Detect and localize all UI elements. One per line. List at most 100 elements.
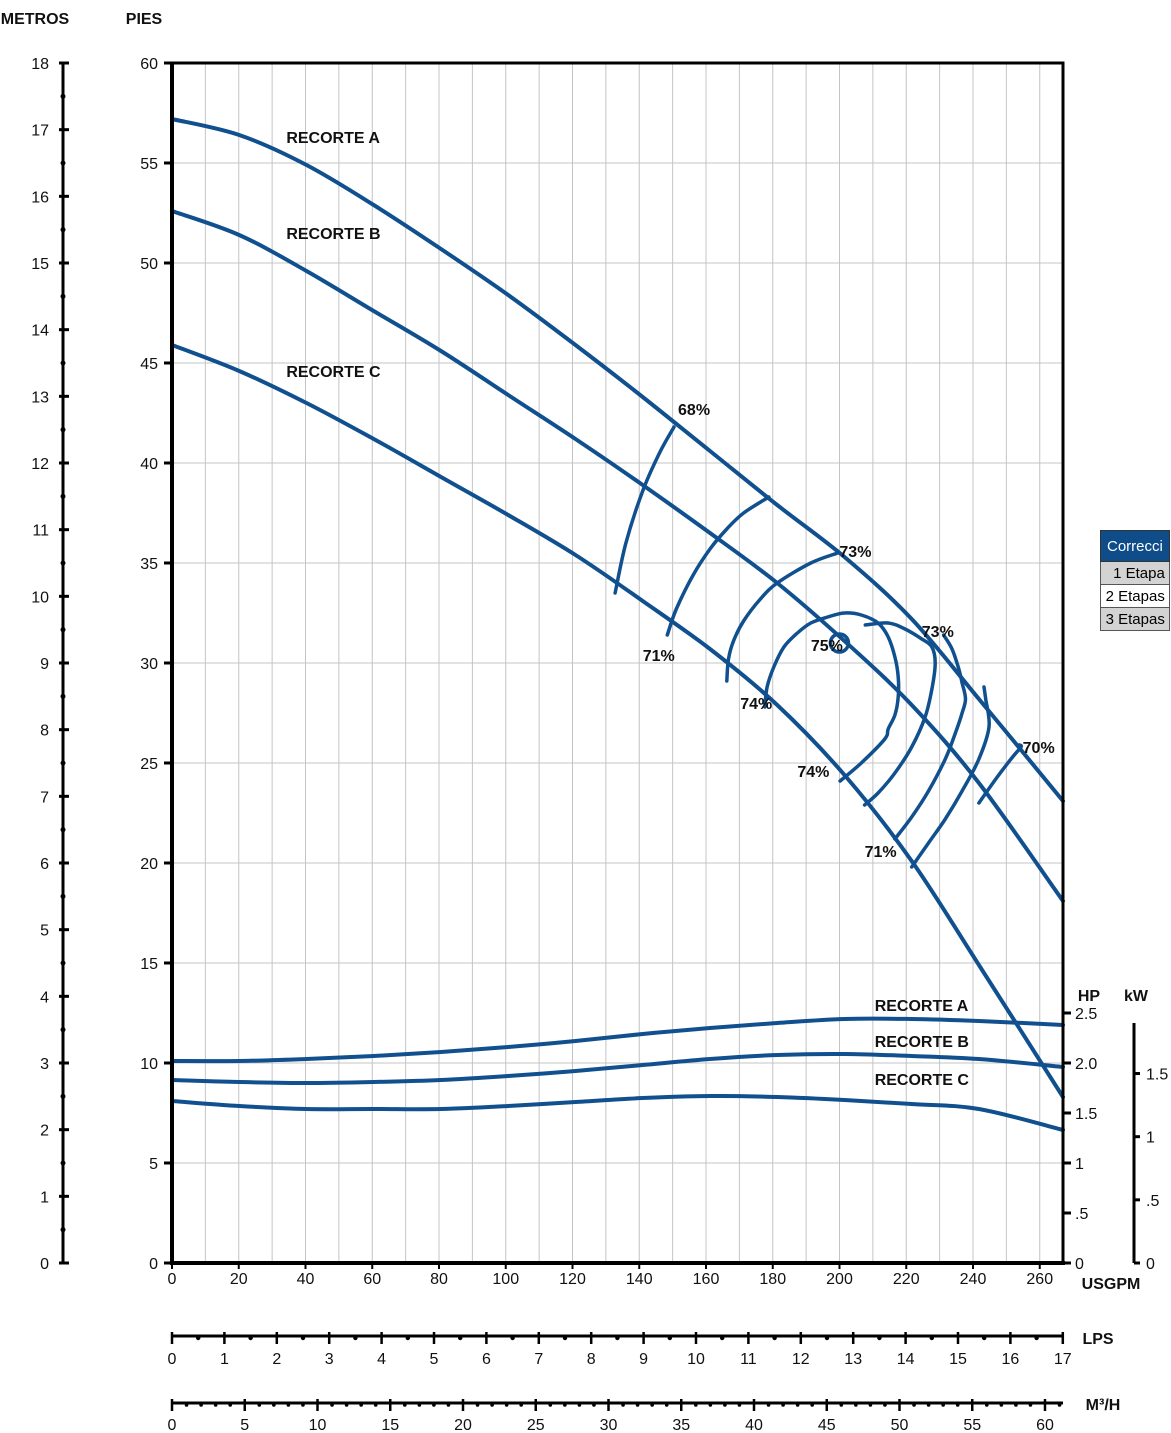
usgpm-tick-label: 240 bbox=[960, 1271, 987, 1288]
lps-minor-tick bbox=[248, 1335, 253, 1341]
m3h-minor-tick bbox=[737, 1403, 742, 1407]
m3h-minor-tick bbox=[286, 1403, 291, 1407]
lps-minor-tick bbox=[405, 1335, 410, 1341]
m3h-tick-label: 45 bbox=[818, 1417, 836, 1433]
m3h-tick-label: 60 bbox=[1036, 1417, 1054, 1433]
lps-minor-tick bbox=[982, 1335, 987, 1341]
m3h-minor-tick bbox=[650, 1403, 654, 1407]
lps-minor-tick bbox=[772, 1335, 777, 1341]
m3h-minor-tick bbox=[723, 1403, 727, 1407]
pies-tick-label: 10 bbox=[140, 1056, 158, 1073]
lps-tick-label: 3 bbox=[325, 1351, 334, 1368]
hp-tick-label: .5 bbox=[1075, 1206, 1088, 1223]
usgpm-axis-title: USGPM bbox=[1082, 1276, 1141, 1293]
hp-tick-label: 1.5 bbox=[1075, 1106, 1097, 1123]
pies-axis-title: PIES bbox=[126, 11, 163, 28]
kw-axis-title: kW bbox=[1124, 988, 1149, 1005]
metros-tick-label: 8 bbox=[40, 723, 49, 740]
m3h-tick-label: 5 bbox=[240, 1417, 249, 1433]
pies-tick-label: 55 bbox=[140, 156, 158, 173]
m3h-minor-tick bbox=[868, 1403, 873, 1407]
lps-tick-label: 9 bbox=[639, 1351, 648, 1368]
m3h-minor-tick bbox=[999, 1403, 1004, 1407]
m3h-minor-tick bbox=[912, 1403, 916, 1407]
head-curve-line bbox=[170, 209, 1065, 903]
m3h-minor-tick bbox=[359, 1403, 363, 1407]
power-curves bbox=[170, 1016, 1065, 1132]
m3h-minor-tick bbox=[854, 1403, 858, 1407]
efficiency-contours bbox=[613, 425, 1024, 869]
metros-tick-label: 2 bbox=[40, 1123, 49, 1140]
usgpm-tick-label: 160 bbox=[693, 1271, 720, 1288]
m3h-tick-label: 55 bbox=[963, 1417, 981, 1433]
plot-border bbox=[172, 61, 1065, 1263]
usgpm-tick-label: 80 bbox=[430, 1271, 448, 1288]
pies-tick-label: 25 bbox=[140, 756, 158, 773]
pies-tick-label: 35 bbox=[140, 556, 158, 573]
pies-tick-label: 0 bbox=[149, 1256, 158, 1273]
lps-minor-tick bbox=[458, 1335, 463, 1341]
m3h-tick-label: 35 bbox=[672, 1417, 690, 1433]
metros-tick-label: 0 bbox=[40, 1256, 49, 1273]
m3h-minor-tick bbox=[664, 1403, 669, 1407]
curve-annotation: RECORTE B bbox=[286, 226, 380, 243]
usgpm-tick-label: 140 bbox=[626, 1271, 653, 1288]
lps-minor-tick bbox=[353, 1335, 358, 1341]
m3h-minor-tick bbox=[795, 1403, 800, 1407]
curve-annotation: RECORTE A bbox=[286, 130, 380, 147]
lps-minor-tick bbox=[877, 1335, 882, 1341]
pies-tick-label: 15 bbox=[140, 956, 158, 973]
curve-annotation: 68% bbox=[678, 402, 710, 419]
pies-tick-label: 5 bbox=[149, 1156, 158, 1173]
m3h-tick-label: 40 bbox=[745, 1417, 763, 1433]
efficiency-contour bbox=[613, 425, 676, 595]
curve-annotation: 73% bbox=[922, 624, 954, 641]
metros-minor-tick bbox=[60, 1227, 66, 1233]
lps-tick-label: 2 bbox=[272, 1351, 281, 1368]
hp-tick-label: 2.5 bbox=[1075, 1006, 1097, 1023]
metros-axis-title: METROS bbox=[1, 11, 70, 28]
metros-tick-label: 1 bbox=[40, 1189, 49, 1206]
m3h-tick-label: 15 bbox=[381, 1417, 399, 1433]
m3h-minor-tick bbox=[446, 1403, 451, 1407]
correction-table: Correcci 1 Etapa 2 Etapas 3 Etapas bbox=[1100, 530, 1170, 631]
m3h-minor-tick bbox=[432, 1403, 436, 1407]
m3h-minor-tick bbox=[403, 1403, 407, 1407]
m3h-minor-tick bbox=[199, 1403, 203, 1407]
lps-axis-title: LPS bbox=[1082, 1331, 1113, 1348]
head-curve-line bbox=[170, 343, 1065, 1099]
m3h-minor-tick bbox=[577, 1403, 582, 1407]
lps-tick-label: 11 bbox=[740, 1351, 757, 1368]
metros-minor-tick bbox=[60, 360, 66, 366]
lps-tick-label: 17 bbox=[1054, 1351, 1072, 1368]
curve-annotation: 71% bbox=[865, 844, 897, 861]
head-curve-line bbox=[170, 117, 1065, 803]
m3h-minor-tick bbox=[592, 1403, 596, 1407]
m3h-minor-tick bbox=[1028, 1403, 1033, 1407]
kw-tick-label: 1 bbox=[1146, 1130, 1155, 1147]
metros-minor-tick bbox=[60, 893, 66, 899]
m3h-minor-tick bbox=[504, 1403, 509, 1407]
m3h-minor-tick bbox=[781, 1403, 785, 1407]
metros-minor-tick bbox=[60, 1160, 66, 1166]
curve-annotation: 75% bbox=[811, 638, 843, 655]
metros-minor-tick bbox=[60, 693, 66, 699]
lps-minor-tick bbox=[929, 1335, 934, 1341]
lps-minor-tick bbox=[824, 1335, 830, 1341]
m3h-minor-tick bbox=[272, 1403, 276, 1407]
lps-minor-tick bbox=[1034, 1335, 1039, 1341]
metros-minor-tick bbox=[60, 560, 66, 566]
metros-tick-label: 6 bbox=[40, 856, 49, 873]
lps-minor-tick bbox=[196, 1335, 201, 1341]
hp-tick-label: 2.0 bbox=[1075, 1056, 1097, 1073]
lps-tick-label: 12 bbox=[792, 1351, 810, 1368]
curve-annotation: RECORTE C bbox=[286, 364, 381, 381]
correction-table-header: Correcci bbox=[1100, 530, 1170, 562]
usgpm-tick-label: 60 bbox=[363, 1271, 381, 1288]
lps-tick-label: 15 bbox=[949, 1351, 967, 1368]
lps-tick-label: 5 bbox=[430, 1351, 439, 1368]
usgpm-tick-label: 100 bbox=[492, 1271, 519, 1288]
m3h-minor-tick bbox=[941, 1403, 945, 1407]
curve-annotation: 71% bbox=[643, 648, 675, 665]
metros-minor-tick bbox=[60, 1027, 66, 1033]
